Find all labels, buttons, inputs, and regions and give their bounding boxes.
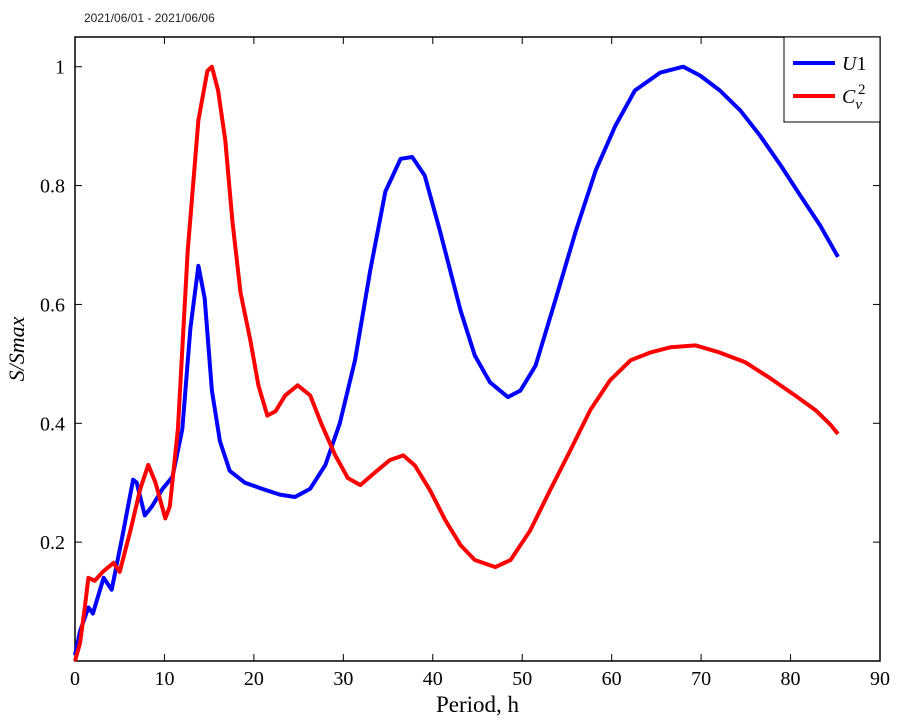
x-tick-label: 70 (691, 668, 711, 690)
date-range-title: 2021/06/01 - 2021/06/06 (84, 11, 215, 25)
legend-sub: 1 (856, 53, 866, 75)
x-tick-label: 90 (870, 668, 890, 690)
legend-main: U (842, 53, 858, 75)
y-tick-label: 0.6 (40, 294, 65, 316)
legend-label-1: Cv (842, 86, 862, 113)
x-tick-label: 0 (70, 668, 80, 690)
x-tick-label: 20 (244, 668, 264, 690)
legend-sup: 2 (858, 82, 866, 98)
y-tick-label: 1 (55, 57, 65, 79)
y-tick-label: 0.4 (40, 413, 65, 435)
x-tick-label: 10 (154, 668, 174, 690)
y-tick-label: 0.2 (40, 532, 65, 554)
legend-sub: v (855, 97, 862, 113)
x-tick-label: 60 (602, 668, 622, 690)
y-tick-label: 0.8 (40, 176, 65, 198)
x-axis-label: Period, h (436, 692, 520, 717)
x-tick-label: 80 (781, 668, 801, 690)
legend-main: C (842, 86, 856, 108)
series-line-0 (73, 64, 840, 656)
y-axis-label: S/Smax (4, 316, 29, 381)
legend-label-0: U1 (842, 53, 866, 75)
series-line-1 (73, 64, 840, 662)
x-tick-label: 40 (423, 668, 443, 690)
legend-box (783, 36, 881, 123)
x-tick-label: 30 (333, 668, 353, 690)
plot-frame (74, 36, 881, 662)
x-tick-label: 50 (512, 668, 532, 690)
